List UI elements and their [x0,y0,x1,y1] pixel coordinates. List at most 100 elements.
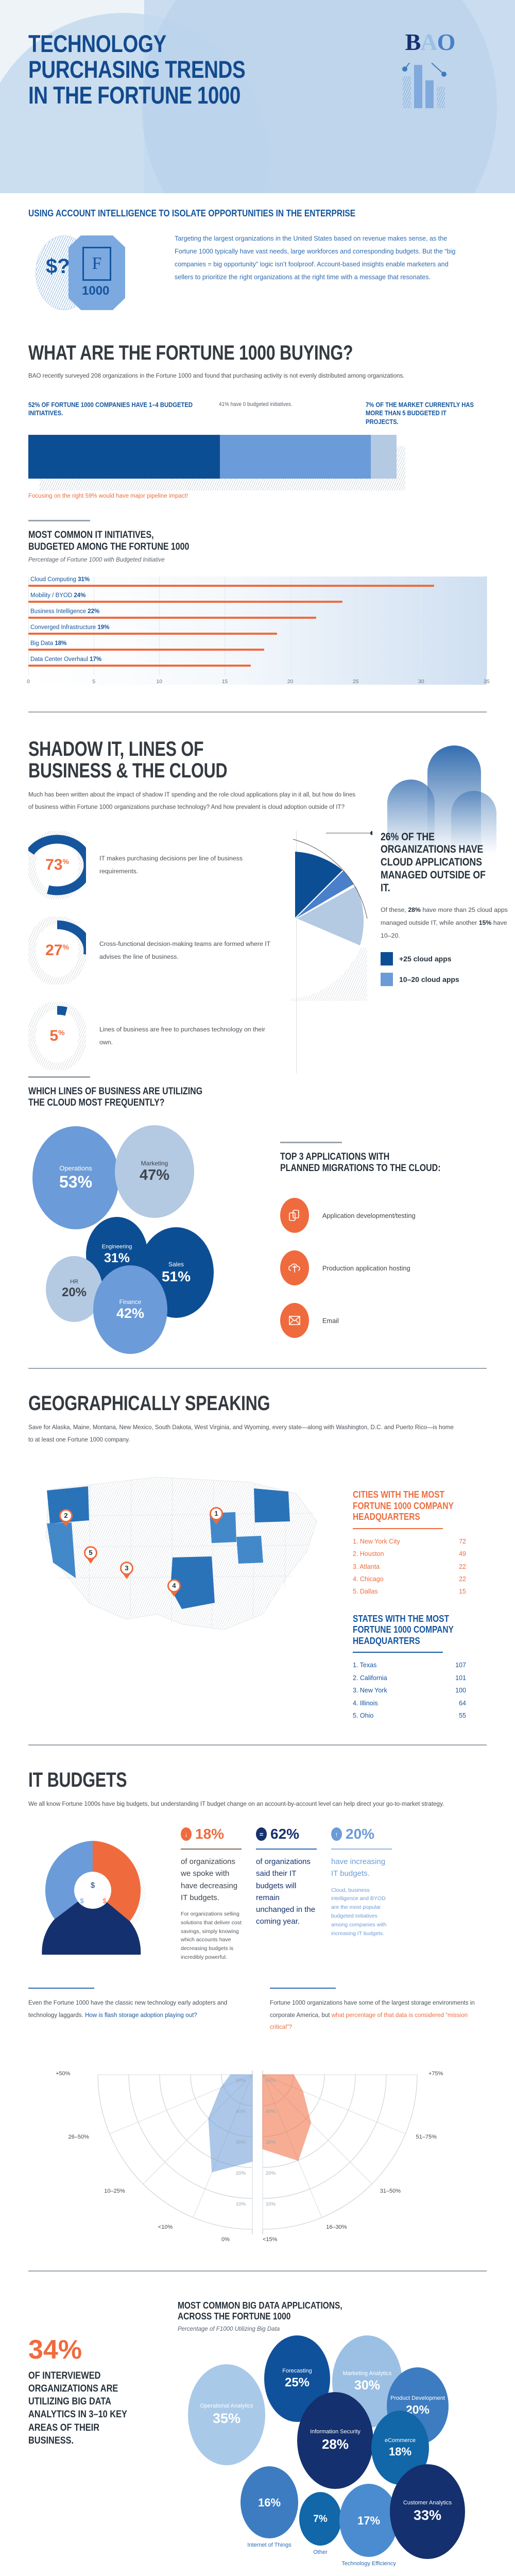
hero-title-line-3: IN THE FORTUNE 1000 [28,81,241,109]
top-apps-list: Application development/testing Producti… [280,1198,487,1338]
bigdata-bubble-outside-label: Internet of Things [247,2542,291,2549]
big-data-bubble-chart: Operational Analytics 35% Forecasting 25% Ma… [178,2335,487,2567]
state-washington [47,1486,89,1523]
radar-tick-label: 50% [236,2078,246,2084]
rank-value: 107 [455,1662,466,1669]
budget-stat: ↓ 18% [181,1826,242,1842]
cloud-apps-pie-chart [290,831,373,1001]
svg-text:$: $ [102,1897,107,1905]
callout-text-3: have 10–20. [381,919,507,939]
x-axis-tick: 30 [418,679,424,685]
state-rank-row: 5. Ohio 55 [353,1709,466,1722]
state-rank-row: 3. New York 100 [353,1684,466,1697]
segment-label-52: 52% OF FORTUNE 1000 COMPANIES HAVE 1–4 B… [28,401,193,417]
mission-critical-radar-chart: <15% 16–30% 31–50% 51–75% +75% 50% 40% 30% 20% 10… [258,2044,474,2265]
budgets-body: $ $ $ ↓ 18% of organizations we spoke with… [28,1826,487,2002]
budget-description: of organizations we spoke with have decr… [181,1857,238,1902]
state-california [47,1522,76,1578]
intro-band: USING ACCOUNT INTELLIGENCE TO ISOLATE OP… [0,193,515,324]
budget-note: For organizations selling solutions that… [181,1911,242,1961]
big-data-stat-value: 34% [28,2335,82,2365]
lob-bubble-value: 31% [104,1250,130,1265]
bar [28,649,264,651]
x-axis-tick: 10 [156,679,163,685]
bigdata-bubble: 17% [339,2484,398,2557]
bar-label: Mobility / BYOD 24% [30,592,86,599]
donut-chart-73: 73% [28,831,86,899]
bigdata-bubble-value: 18% [388,2445,412,2458]
donut-value-27: 27% [45,942,69,959]
bigdata-bubble: Operational Analytics 35% [188,2364,265,2466]
states-rank-list: 1. Texas 107 2. California 101 3. New York 10… [353,1659,487,1722]
apps-title: TOP 3 APPLICATIONS WITH PLANNED MIGRATIO… [280,1151,454,1175]
fortune-1000-label: 1000 [82,283,110,298]
geo-intro: Save for Alaska, Maine, Montana, New Mex… [28,1423,454,1444]
chart-gridline [290,577,291,676]
rank-value: 49 [459,1550,466,1558]
radar-tick-label: 30% [236,2140,246,2146]
rank-label: 5. Dallas [353,1588,378,1596]
lob-bubble-label: Engineering [101,1244,132,1250]
state-georgia [236,1535,263,1564]
cloud-decoration-icon [350,736,505,855]
lob-bubble-value: 20% [61,1285,87,1300]
segment-bar-41 [219,435,371,479]
lob-bubble-value: 42% [116,1306,145,1321]
x-axis-tick: 5 [92,679,96,685]
budgeted-initiatives-stacked-bar: 52% OF FORTUNE 1000 COMPANIES HAVE 1–4 B… [28,401,487,499]
big-data-stat-text: OF INTERVIEWED ORGANIZATIONS ARE UTILIZI… [28,2370,127,2446]
donut-chart-5: 5% [28,1002,86,1070]
rank-label: 4. Illinois [353,1699,378,1707]
city-rank-row: 3. Atlanta 22 [353,1561,466,1573]
bigdata-bubble: 7% [299,2492,341,2546]
budget-pie-chart: $ $ $ [28,1826,157,2002]
svg-text:$: $ [91,1881,95,1890]
segment-bar-52 [28,435,220,479]
rank-label: 1. Texas [353,1662,377,1669]
initiatives-chart-title: MOST COMMON IT INITIATIVES, BUDGETED AMO… [28,530,414,553]
legend-label-25plus: +25 cloud apps [399,955,452,963]
dollar-fortune-icon: $? F 1000 [28,232,157,312]
lob-bubble-label: Finance [119,1298,142,1306]
rank-value: 64 [459,1699,466,1707]
hero-banner: TECHNOLOGY PURCHASING TRENDS IN THE FORT… [0,0,515,193]
donut-pct-73: % [62,857,69,866]
bigdata-bubble-outside-label: Technology Efficiency [341,2561,396,2567]
rank-value: 101 [455,1674,466,1682]
radar-tick-label: 20% [266,2171,276,2177]
bigdata-bubble-value: 16% [258,2496,281,2510]
hero-title-line-1: TECHNOLOGY [28,30,166,57]
legend-swatch-10to20 [381,973,393,987]
big-data-chart-caption: Percentage of F1000 Utilizing Big Data [178,2326,280,2333]
donut-value-5: 5% [49,1027,64,1045]
radar-category-label: 51–75% [416,2134,437,2141]
hero-title-block: TECHNOLOGY PURCHASING TRENDS IN THE FORT… [0,0,515,108]
map-pin-5: 5 [84,1546,97,1564]
radar-svg [97,2071,253,2235]
rank-label: 4. Chicago [353,1575,384,1583]
x-axis-tick: 0 [27,679,30,685]
state-texas [170,1556,215,1609]
rank-label: 3. New York [353,1687,387,1694]
budget-stat: = 62% [256,1826,317,1842]
bigdata-bubble-value: 33% [413,2507,442,2523]
state-rank-row: 1. Texas 107 [353,1659,466,1671]
radar-right-intro: Fortune 1000 organizations have some of … [270,1997,476,2033]
radar-tick-label: 50% [266,2078,276,2084]
intro-paragraph: Targeting the largest organizations in t… [175,234,456,281]
lob-bubble-label: HR [70,1278,78,1285]
svg-text:$: $ [80,1897,84,1905]
bigdata-bubble-label: Product Development [390,2395,445,2402]
dollar-question-icon: $? [46,255,70,278]
budget-column: ↑ 20% have increasing IT budgets. Cloud, bu… [331,1826,392,1962]
shadow-it-title: SHADOW IT, LINES OF BUSINESS & THE CLOUD [28,738,395,782]
donut-pct-5: % [58,1028,65,1037]
radar-charts: 0% <10% 10–25% 26–50% +50% 50% 40% 30% 20% 10% <1… [28,2044,487,2265]
radar-category-label: 31–50% [380,2188,401,2194]
bigdata-bubble-label: Customer Analytics [403,2500,452,2506]
bigdata-bubble-label: Operational Analytics [200,2403,253,2410]
radar-left-text-2: How is flash storage adoption playing ou… [85,2011,197,2019]
donut-value-73: 73% [45,856,69,874]
segment-label-7: 7% OF THE MARKET CURRENTLY HAS MORE THAN… [366,401,474,426]
